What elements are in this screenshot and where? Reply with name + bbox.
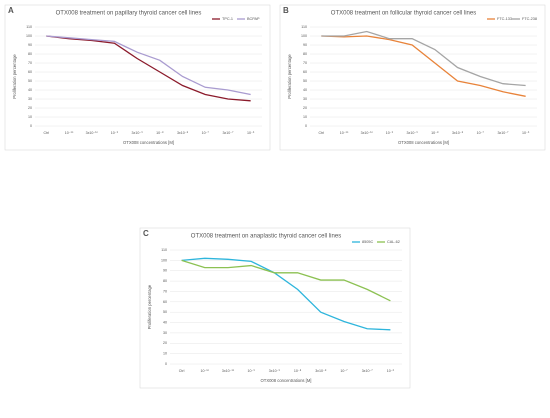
x-tick-label: 10⁻⁷	[202, 131, 210, 135]
x-tick-label: 10⁻⁸	[156, 131, 164, 135]
y-axis-label: Proliferation percentage	[12, 54, 17, 99]
x-tick-label: 3x10⁻⁹	[269, 369, 281, 373]
y-tick-label: 90	[163, 269, 167, 273]
x-tick-label: 10⁻⁹	[111, 131, 119, 135]
y-tick-label: 100	[26, 34, 32, 38]
y-tick-label: 100	[161, 258, 167, 262]
legend-label: BCPAP	[247, 17, 260, 21]
x-tick-label: 10⁻⁸	[294, 369, 302, 373]
x-tick-label: 3x10⁻⁸	[177, 131, 189, 135]
x-tick-label: 10⁻⁹	[386, 131, 394, 135]
x-tick-label: 3x10⁻⁹	[407, 131, 419, 135]
chart-title: OTX008 treatment on follicular thyroid c…	[331, 11, 476, 17]
y-tick-label: 80	[28, 52, 32, 56]
y-tick-label: 80	[303, 52, 307, 56]
y-tick-label: 40	[28, 88, 32, 92]
legend-label: TPC-1	[222, 17, 233, 21]
y-tick-label: 50	[303, 79, 307, 83]
x-axis-label: OTX008 concentrations [M]	[123, 140, 174, 145]
y-tick-label: 100	[301, 34, 307, 38]
x-tick-label: 3x10⁻⁸	[452, 131, 464, 135]
x-tick-label: 3x10⁻¹⁰	[86, 131, 99, 135]
x-tick-label: Ctrl	[179, 369, 185, 373]
panel-label: A	[8, 6, 14, 15]
x-tick-label: 10⁻¹⁰	[340, 131, 349, 135]
y-tick-label: 60	[163, 300, 167, 304]
y-tick-label: 70	[163, 289, 167, 293]
y-tick-label: 0	[165, 362, 167, 366]
y-tick-label: 40	[163, 320, 167, 324]
x-tick-label: Ctrl	[319, 131, 325, 135]
legend-label: FTC-133	[497, 17, 512, 21]
y-tick-label: 30	[28, 97, 32, 101]
y-tick-label: 70	[303, 61, 307, 65]
x-tick-label: 3x10⁻⁹	[132, 131, 144, 135]
y-tick-label: 110	[26, 25, 32, 29]
chart-title: OTX008 treatment on anaplastic thyroid c…	[191, 234, 341, 240]
y-axis-label: Proliferation percentage	[287, 54, 292, 99]
chart-title: OTX008 treatment on papillary thyroid ca…	[56, 11, 202, 17]
x-axis-label: OTX008 concentrations [M]	[398, 140, 449, 145]
y-axis-label: Proliferation percentage	[147, 284, 152, 329]
panel-label: C	[143, 229, 149, 238]
y-tick-label: 70	[28, 61, 32, 65]
y-tick-label: 60	[28, 70, 32, 74]
x-tick-label: 3x10⁻⁸	[315, 369, 327, 373]
y-tick-label: 30	[303, 97, 307, 101]
x-tick-label: 3x10⁻¹⁰	[361, 131, 374, 135]
legend-label: CAL-62	[387, 240, 400, 244]
y-tick-label: 60	[303, 70, 307, 74]
x-tick-label: Ctrl	[44, 131, 50, 135]
y-tick-label: 20	[303, 106, 307, 110]
x-tick-label: 10⁻⁸	[431, 131, 439, 135]
y-tick-label: 0	[30, 124, 32, 128]
legend-label: FTC-238	[522, 17, 537, 21]
y-tick-label: 30	[163, 331, 167, 335]
y-tick-label: 20	[28, 106, 32, 110]
y-tick-label: 50	[163, 310, 167, 314]
y-tick-label: 40	[303, 88, 307, 92]
figure: A OTX008 treatment on papillary thyroid c…	[0, 0, 550, 418]
x-tick-label: 3x10⁻⁷	[222, 131, 234, 135]
y-tick-label: 10	[28, 115, 32, 119]
y-tick-label: 10	[163, 352, 167, 356]
x-tick-label: 10⁻⁶	[247, 131, 255, 135]
x-tick-label: 10⁻⁹	[247, 369, 255, 373]
y-tick-label: 10	[303, 115, 307, 119]
x-tick-label: 10⁻⁷	[477, 131, 485, 135]
x-tick-label: 3x10⁻⁷	[362, 369, 374, 373]
x-tick-label: 10⁻⁷	[340, 369, 348, 373]
y-tick-label: 90	[28, 43, 32, 47]
x-tick-label: 10⁻⁶	[387, 369, 395, 373]
x-tick-label: 3x10⁻¹⁰	[222, 369, 235, 373]
y-tick-label: 80	[163, 279, 167, 283]
y-tick-label: 0	[305, 124, 307, 128]
x-tick-label: 3x10⁻⁷	[497, 131, 509, 135]
panel-label: B	[283, 6, 289, 15]
y-tick-label: 110	[301, 25, 307, 29]
x-tick-label: 10⁻¹⁰	[65, 131, 74, 135]
legend-label: 8505C	[362, 240, 373, 244]
y-tick-label: 20	[163, 341, 167, 345]
x-axis-label: OTX008 concentrations [M]	[261, 378, 312, 383]
y-tick-label: 50	[28, 79, 32, 83]
y-tick-label: 90	[303, 43, 307, 47]
x-tick-label: 10⁻¹⁰	[201, 369, 210, 373]
x-tick-label: 10⁻⁶	[522, 131, 530, 135]
y-tick-label: 110	[161, 248, 167, 252]
